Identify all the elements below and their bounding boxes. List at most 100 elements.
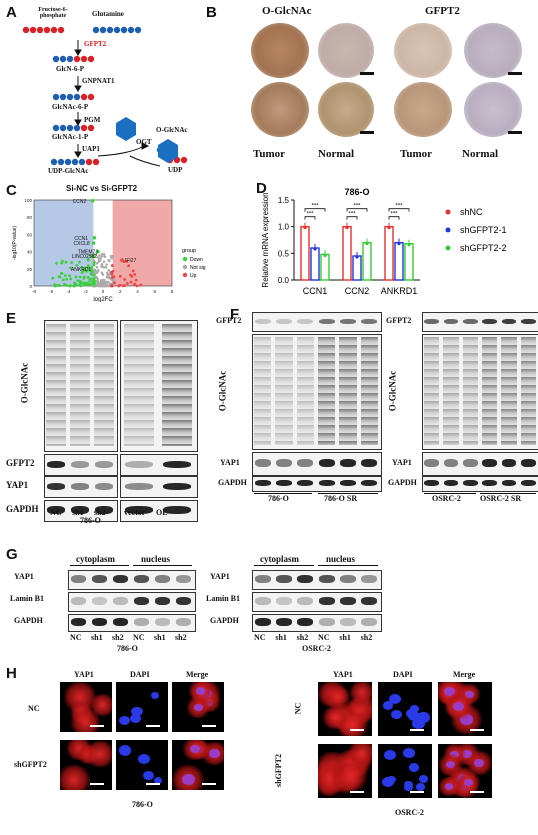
cell-nucleus [389, 694, 402, 705]
sugar-bead [57, 26, 65, 34]
immunofluorescence-panel: YAP1 DAPI Merge 786-O YAP1 DAPI Merge OSRC-2 NC s… [0, 670, 538, 835]
cell-nucleus [138, 754, 151, 765]
point-down [51, 276, 55, 280]
protein-band [94, 506, 114, 514]
lane-label: sh2 [112, 633, 124, 642]
point-up [133, 273, 137, 276]
protein-band [162, 506, 192, 514]
row-label: YAP1 [14, 572, 34, 581]
cell-nucleus [412, 718, 425, 729]
ihc-core [394, 23, 452, 78]
udp-label: UDP [168, 166, 183, 174]
point-notsig [105, 263, 108, 266]
glycosylation-smear [94, 324, 114, 446]
sig-bracket [388, 216, 400, 220]
mrna-bar-chart: 786-O 0.0 0.5 1.0 1.5 Relative mRNA expressio… [261, 187, 507, 296]
scale-bar [202, 783, 216, 785]
data-point [313, 247, 317, 251]
protein-band [70, 618, 87, 626]
point-up [123, 278, 127, 281]
point-up [125, 282, 129, 285]
point-up [110, 272, 114, 276]
protein-band [318, 618, 335, 626]
protein-band [275, 480, 293, 486]
y-axis-label: Relative mRNA expression [261, 192, 270, 287]
glycosylation-smear [161, 324, 193, 446]
gene-label: IFI27 [125, 258, 137, 264]
point-notsig [103, 255, 107, 258]
microscopy-tile [60, 740, 112, 790]
x-tick-label: -6 [49, 289, 53, 294]
ihc-core [464, 23, 522, 78]
glycosylation-smear [339, 337, 357, 445]
legend-swatch [182, 272, 188, 278]
blot-strip [422, 452, 538, 476]
point-notsig [103, 284, 106, 287]
protein-band [297, 575, 314, 583]
glycosylation-smear [123, 324, 155, 446]
group-underline [424, 493, 476, 494]
fraction-underline [254, 565, 314, 566]
sig-label: *** [311, 204, 319, 210]
ihc-core [394, 82, 452, 137]
protein-band [361, 459, 378, 467]
row-label-gfpt2-right: GFPT2 [386, 316, 412, 325]
glycosylation-smear [462, 337, 479, 445]
row-label-oglcnac-right: O-GlcNAc [387, 370, 398, 412]
ihc-core [318, 23, 374, 78]
udpglcnac-label: UDP-GlcNAc [48, 167, 89, 175]
point-down [65, 277, 69, 281]
protein-band [70, 575, 87, 583]
row-label-right: YAP1 [210, 572, 230, 581]
point-down [69, 284, 73, 288]
protein-band [482, 318, 497, 324]
group-label: 786-O [268, 494, 289, 503]
enzyme-ogt: OGT [136, 138, 152, 146]
x-tick-label: CCN2 [345, 286, 370, 296]
cell-cytoplasm [60, 765, 92, 790]
protein-band [339, 618, 357, 626]
protein-band [361, 597, 378, 605]
ihc-core [464, 82, 522, 137]
point-down [68, 274, 72, 278]
protein-band [339, 480, 357, 486]
blot-strip [252, 452, 382, 476]
point-notsig [107, 258, 110, 262]
channel-label: YAP1 [74, 670, 94, 679]
protein-band [520, 459, 536, 467]
protein-band [318, 459, 335, 467]
blot-strip [120, 454, 198, 476]
x-tick-label: CCN1 [303, 286, 328, 296]
y-tick-label: 60 [27, 232, 33, 237]
point-down [69, 266, 72, 270]
x-axis-label: log2FC [93, 297, 113, 302]
y-tick-label: 0.0 [278, 276, 290, 285]
point-notsig [105, 284, 109, 288]
scale-bar [90, 783, 104, 785]
sugar-bead [87, 93, 95, 101]
ihc-tumor-2: Tumor [400, 148, 432, 160]
microscopy-tile [116, 740, 168, 790]
y-tick-label: 40 [27, 250, 33, 255]
protein-band [254, 318, 271, 324]
point-down [53, 283, 57, 287]
glycosylation-smear [254, 337, 272, 445]
glycosylation-smear [360, 337, 378, 445]
point-notsig [100, 252, 104, 256]
protein-band [70, 506, 90, 514]
sig-label: *** [306, 212, 314, 218]
sugar-bead [50, 26, 58, 34]
scale-bar [350, 791, 364, 793]
protein-band [318, 480, 335, 486]
point-notsig [104, 266, 108, 269]
protein-band [361, 575, 378, 583]
cell-nucleus [143, 770, 154, 780]
point-down [92, 283, 96, 287]
gene-label: ANKRD1 [71, 267, 92, 273]
point-notsig [102, 260, 106, 263]
point-up [113, 281, 116, 285]
lane-label: sh1 [339, 633, 351, 642]
point-down [88, 279, 91, 283]
point-down [86, 264, 90, 268]
protein-band [443, 318, 459, 324]
